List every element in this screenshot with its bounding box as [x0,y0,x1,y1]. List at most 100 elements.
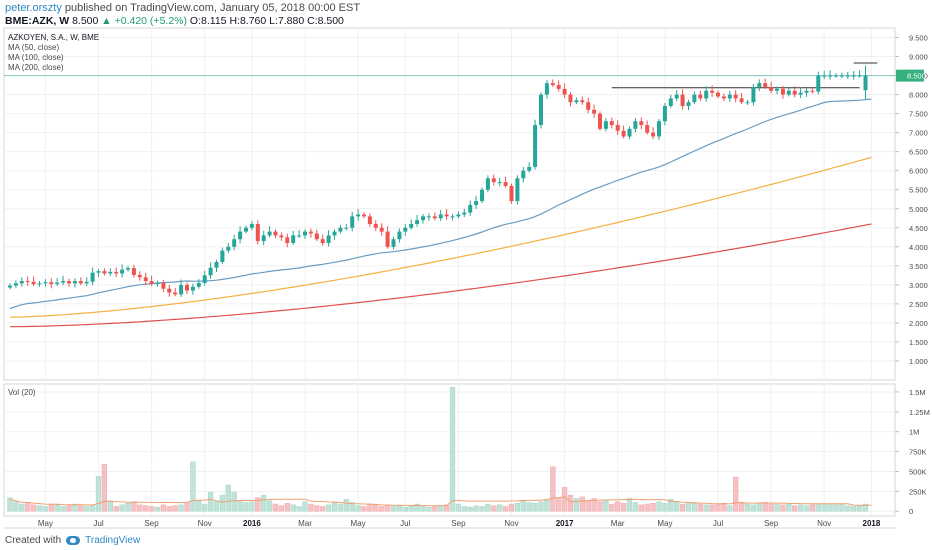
time-tick-label: May [351,519,366,528]
price-tick-label: 1.500 [909,338,928,347]
volume-bar [7,497,13,512]
volume-bar [396,505,403,512]
volume-bar [485,503,491,512]
volume-bar [249,501,255,512]
volume-bar [225,484,231,512]
price-tick-label: 2.500 [909,300,928,309]
volume-bar [384,505,391,512]
volume-bar [544,499,550,512]
low-value: 7.880 [277,15,305,27]
volume-bar [284,503,290,512]
candle-body [598,113,602,129]
candle-body [568,94,573,103]
volume-bar [809,504,816,512]
candle-body [291,235,296,244]
candle-body [480,189,484,202]
candle-body [373,223,378,228]
candle-body [96,271,101,273]
volume-bar [30,504,37,512]
volume-bar [190,461,196,512]
volume-bar [166,506,172,512]
candle-body [769,86,774,91]
volume-bar [320,506,326,512]
candle-body [515,178,520,202]
volume-bar [679,503,686,512]
candle-body [350,216,355,228]
volume-bar [491,505,497,512]
author-link[interactable]: peter.orszty [5,2,62,14]
volume-bar [184,502,190,512]
volume-bar [266,500,273,512]
volume-bar [237,500,243,512]
volume-bar [691,503,698,512]
volume-bar [821,504,827,512]
volume-bar [715,503,721,512]
candle-body [409,223,414,228]
candle-body [816,75,821,92]
candle-body [674,94,679,99]
price-tick-label: 7.000 [909,129,928,138]
volume-bar [561,487,568,512]
time-tick-label: Nov [504,519,518,528]
candle-body [757,83,762,87]
volume-bar [556,497,562,512]
candle-body [273,231,278,236]
last-price-badge-label: 8.500 [907,72,926,81]
candle-body [680,94,685,107]
volume-bar [390,506,397,512]
volume-bar [119,504,125,512]
candle-body [55,282,60,285]
candle-body [863,75,868,91]
volume-bar [66,505,72,512]
volume-bar [54,504,60,512]
candle-body [249,223,254,228]
volume-bar [25,502,31,512]
candle-body [485,178,490,190]
last-price-badge [896,69,924,82]
candle-body [438,214,443,219]
symbol-label[interactable]: BME:AZK, W [5,15,70,27]
volume-bar [89,505,96,512]
candle-body [320,239,325,244]
volume-bar [143,505,149,512]
candle-body [403,227,408,232]
candle-body [143,277,148,282]
candle-body [739,98,744,103]
volume-bar [851,506,857,512]
candle-body [173,292,178,295]
price-tick-label: 2.000 [909,319,928,328]
time-axis: May Jul Sep Nov 2016 Mar May Jul Sep Nov 2017 Mar Ma… [38,519,881,528]
volume-bar [361,506,367,512]
volume-bar [337,503,344,512]
candle-body [391,239,396,247]
volume-tick-label: 500K [909,467,927,476]
price-tick-label: 3.000 [909,281,928,290]
volume-bar [762,502,768,512]
volume-bar [278,505,285,512]
volume-bar [774,503,780,512]
candle-body [491,178,496,183]
candle-body [214,262,219,268]
volume-bar [768,503,774,512]
price-tick-label: 6.000 [909,167,928,176]
candle-body [521,170,526,179]
volume-bar [255,497,261,512]
volume-bar [733,476,739,512]
volume-ma-line [9,496,872,507]
volume-bars [7,386,869,512]
candle-body [161,282,166,289]
tradingview-brand-link[interactable]: TradingView [85,535,141,546]
volume-bar [792,505,798,512]
candle-body [474,201,479,205]
candle-body [662,106,667,122]
volume-bar [160,504,167,512]
volume-bar [148,506,155,512]
volume-bar [615,501,621,512]
volume-bar [420,506,426,512]
candle-body [49,282,54,285]
volume-bar [42,506,49,512]
volume-tick-label: 1.5M [909,388,926,397]
volume-bar [48,503,54,512]
volume-bar [84,506,90,512]
